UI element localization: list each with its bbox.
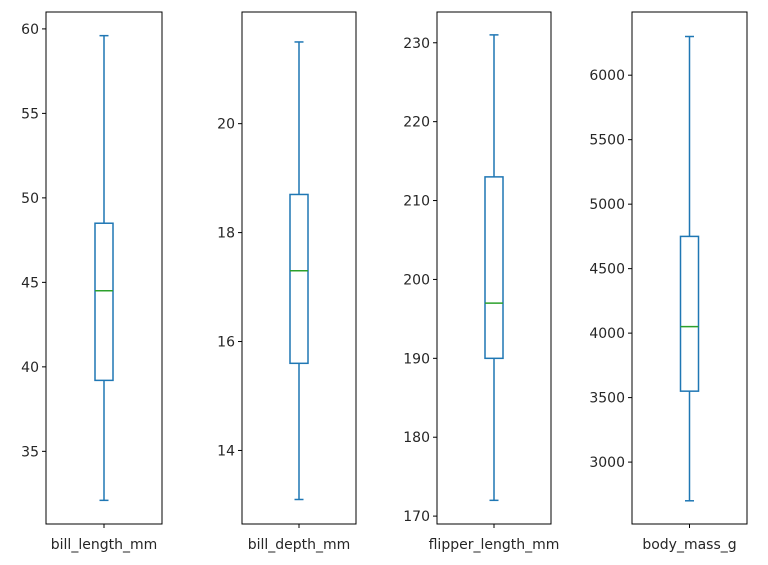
x-tick-label: bill_depth_mm [248, 537, 351, 553]
y-tick-label: 220 [403, 115, 430, 131]
y-tick-label: 3000 [589, 455, 625, 471]
y-tick-label: 40 [21, 360, 39, 376]
box-iqr [484, 176, 504, 360]
y-tick-label: 55 [21, 106, 39, 122]
y-tick-label: 60 [21, 22, 39, 38]
box-iqr [679, 235, 700, 392]
box-iqr [94, 222, 114, 382]
y-tick-label: 18 [217, 226, 235, 242]
y-tick-label: 210 [403, 194, 430, 210]
x-tick-label: body_mass_g [642, 537, 736, 553]
y-tick-label: 16 [217, 335, 235, 351]
y-tick-label: 3500 [589, 391, 625, 407]
x-tick-label: flipper_length_mm [429, 537, 560, 553]
x-tick-label: bill_length_mm [51, 537, 157, 553]
y-tick-label: 170 [403, 509, 430, 525]
y-tick-label: 190 [403, 351, 430, 367]
y-tick-label: 20 [217, 117, 235, 133]
y-tick-label: 4000 [589, 326, 625, 342]
y-tick-label: 200 [403, 272, 430, 288]
y-tick-label: 35 [21, 444, 39, 460]
y-tick-label: 5000 [589, 197, 625, 213]
y-tick-label: 50 [21, 191, 39, 207]
y-tick-label: 45 [21, 275, 39, 291]
y-tick-label: 14 [217, 443, 235, 459]
y-tick-label: 180 [403, 430, 430, 446]
y-tick-label: 4500 [589, 262, 625, 278]
y-tick-label: 6000 [589, 68, 625, 84]
y-tick-label: 5500 [589, 133, 625, 149]
box-iqr [289, 193, 309, 365]
y-tick-label: 230 [403, 36, 430, 52]
